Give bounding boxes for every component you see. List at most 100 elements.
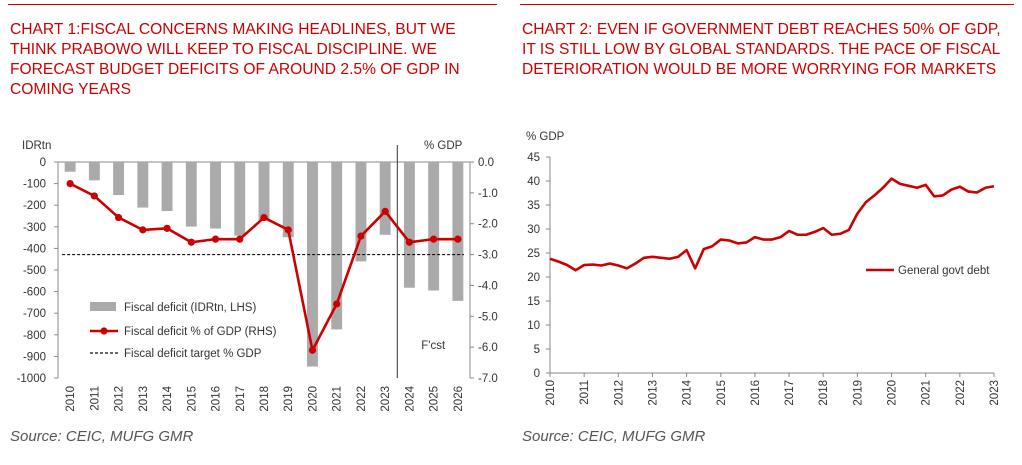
chart1-deficit-pct-point bbox=[405, 238, 414, 246]
chart1-bar bbox=[210, 162, 221, 229]
chart2-top-rule bbox=[520, 4, 1014, 5]
chart2-x-tick: 2018 bbox=[818, 380, 830, 406]
chart1-bar bbox=[379, 162, 391, 235]
chart1-x-tick: 2017 bbox=[235, 386, 247, 412]
chart1-left-tick: -500 bbox=[23, 265, 46, 277]
chart1-title: CHART 1:FISCAL CONCERNS MAKING HEADLINES… bbox=[10, 21, 460, 98]
chart1-x-tick: 2021 bbox=[332, 386, 344, 412]
chart1-left-tick: -100 bbox=[23, 179, 46, 191]
chart2-x-tick: 2014 bbox=[682, 379, 694, 405]
chart2-y-tick: 40 bbox=[527, 176, 540, 188]
chart1-x-tick: 2016 bbox=[211, 386, 223, 412]
chart1-x-tick: 2011 bbox=[89, 386, 101, 411]
chart1-source: Source: CEIC, MUFG GMR bbox=[10, 428, 194, 445]
chart1-right-tick: -7.0 bbox=[478, 373, 498, 385]
chart1-bar bbox=[258, 162, 270, 221]
chart2-x-tick: 2023 bbox=[989, 380, 1001, 406]
chart1-left-tick: -600 bbox=[23, 287, 46, 299]
chart1-bar bbox=[88, 162, 100, 181]
chart1-deficit-pct-point bbox=[236, 235, 244, 243]
chart1-bar bbox=[355, 162, 367, 262]
chart1-left-tick: 0 bbox=[40, 157, 46, 169]
chart2-plot: % GDP 0 5 10 15 20 25 30 35 40 45 2010 2011 2012 2013 2… bbox=[526, 131, 1001, 406]
chart2-x-tick: 2021 bbox=[921, 380, 933, 406]
chart2-y-tick: 5 bbox=[534, 344, 540, 356]
chart2-y-tick: 20 bbox=[527, 272, 540, 284]
chart1-x-tick: 2022 bbox=[356, 386, 368, 412]
chart1-right-tick: -3.0 bbox=[478, 250, 498, 262]
chart1-bar bbox=[185, 162, 197, 227]
chart2-y-label: % GDP bbox=[526, 131, 565, 143]
chart1-x-tick: 2010 bbox=[65, 386, 77, 412]
chart1-deficit-pct-point bbox=[308, 346, 317, 354]
chart1-bar bbox=[428, 162, 440, 291]
chart2-x-tick: 2013 bbox=[647, 380, 659, 406]
chart2-y-tick: 15 bbox=[527, 296, 540, 308]
chart1-right-tick: -4.0 bbox=[478, 280, 498, 292]
chart1-left-tick: -400 bbox=[23, 243, 46, 255]
chart1-x-tick: 2012 bbox=[114, 386, 126, 412]
chart1-bar bbox=[64, 162, 76, 172]
chart1-panel: CHART 1:FISCAL CONCERNS MAKING HEADLINES… bbox=[0, 0, 505, 465]
chart1-bar bbox=[161, 162, 173, 212]
chart1-left-tick: -300 bbox=[23, 222, 46, 234]
chart2-x-tick: 2011 bbox=[579, 380, 591, 405]
chart1-right-tick: -2.0 bbox=[478, 219, 498, 231]
chart2-legend-label: General govt debt bbox=[898, 265, 990, 277]
chart1-bar bbox=[234, 162, 246, 236]
chart1-top-rule bbox=[8, 4, 497, 5]
chart1-plot: IDRtn % GDP 0 -100 -200 -300 -400 -500 -600 -700 -… bbox=[17, 140, 498, 412]
chart1-deficit-pct-point bbox=[430, 235, 438, 243]
chart1-legend-target-label: Fiscal deficit target % GDP bbox=[124, 348, 262, 360]
chart1-deficit-pct-point bbox=[381, 207, 389, 215]
chart1-x-tick: 2024 bbox=[404, 385, 416, 411]
chart1-bar bbox=[282, 162, 294, 238]
chart1-legend-bar-swatch bbox=[90, 302, 116, 311]
chart1-deficit-pct-point bbox=[454, 235, 462, 243]
chart1-deficit-pct-point bbox=[187, 238, 195, 246]
chart1-deficit-pct-point bbox=[211, 235, 220, 243]
chart1-x-tick: 2018 bbox=[259, 386, 271, 412]
chart1-legend-line-marker bbox=[100, 327, 108, 335]
chart2-panel: CHART 2: EVEN IF GOVERNMENT DEBT REACHES… bbox=[512, 0, 1022, 465]
chart1-deficit-pct-point bbox=[333, 300, 341, 308]
chart1-right-tick: -5.0 bbox=[478, 311, 498, 323]
chart1-bar bbox=[403, 162, 415, 288]
chart1-x-tick: 2013 bbox=[138, 386, 150, 412]
chart1-left-tick: -900 bbox=[23, 351, 46, 363]
chart1-right-tick: 0.0 bbox=[478, 157, 494, 169]
chart1-bar bbox=[452, 162, 464, 301]
chart1-x-tick: 2026 bbox=[453, 386, 465, 412]
chart1-forecast-label: F'cst bbox=[421, 340, 446, 352]
chart1-left-tick: -700 bbox=[23, 308, 46, 320]
chart1-deficit-pct-point bbox=[284, 226, 292, 234]
chart2-source: Source: CEIC, MUFG GMR bbox=[522, 428, 706, 445]
chart2-y-tick: 45 bbox=[527, 152, 540, 164]
chart1-left-tick: -800 bbox=[23, 330, 46, 342]
chart1-bar bbox=[137, 162, 149, 208]
chart1-deficit-pct-point bbox=[66, 180, 74, 188]
chart1-legend-line-label: Fiscal deficit % of GDP (RHS) bbox=[124, 326, 277, 338]
chart1-deficit-pct-point bbox=[114, 213, 123, 222]
chart1-x-tick: 2020 bbox=[307, 386, 319, 412]
chart2-y-tick: 35 bbox=[527, 200, 540, 212]
chart2-x-tick: 2012 bbox=[613, 380, 625, 406]
chart1-bar bbox=[113, 162, 125, 196]
chart1-x-tick: 2019 bbox=[283, 386, 295, 412]
chart2-y-tick: 25 bbox=[527, 248, 540, 260]
chart2-x-tick: 2017 bbox=[784, 380, 796, 406]
chart1-right-tick: -6.0 bbox=[478, 342, 498, 354]
chart1-deficit-pct-point bbox=[90, 192, 98, 200]
chart1-y-left-label: IDRtn bbox=[22, 140, 51, 152]
chart1-left-tick: -1000 bbox=[17, 373, 46, 385]
chart2-x-tick: 2020 bbox=[887, 380, 899, 406]
chart2-debt-line bbox=[549, 177, 995, 272]
chart2-x-tick: 2019 bbox=[852, 380, 864, 406]
chart1-left-tick: -200 bbox=[23, 200, 46, 212]
chart2-title: CHART 2: EVEN IF GOVERNMENT DEBT REACHES… bbox=[522, 21, 1001, 78]
chart1-x-tick: 2025 bbox=[429, 386, 441, 412]
chart1-deficit-pct-point bbox=[260, 213, 268, 222]
chart1-deficit-pct-point bbox=[357, 232, 365, 240]
chart1-x-tick: 2015 bbox=[186, 386, 198, 412]
chart1-deficit-pct-point bbox=[139, 226, 147, 234]
